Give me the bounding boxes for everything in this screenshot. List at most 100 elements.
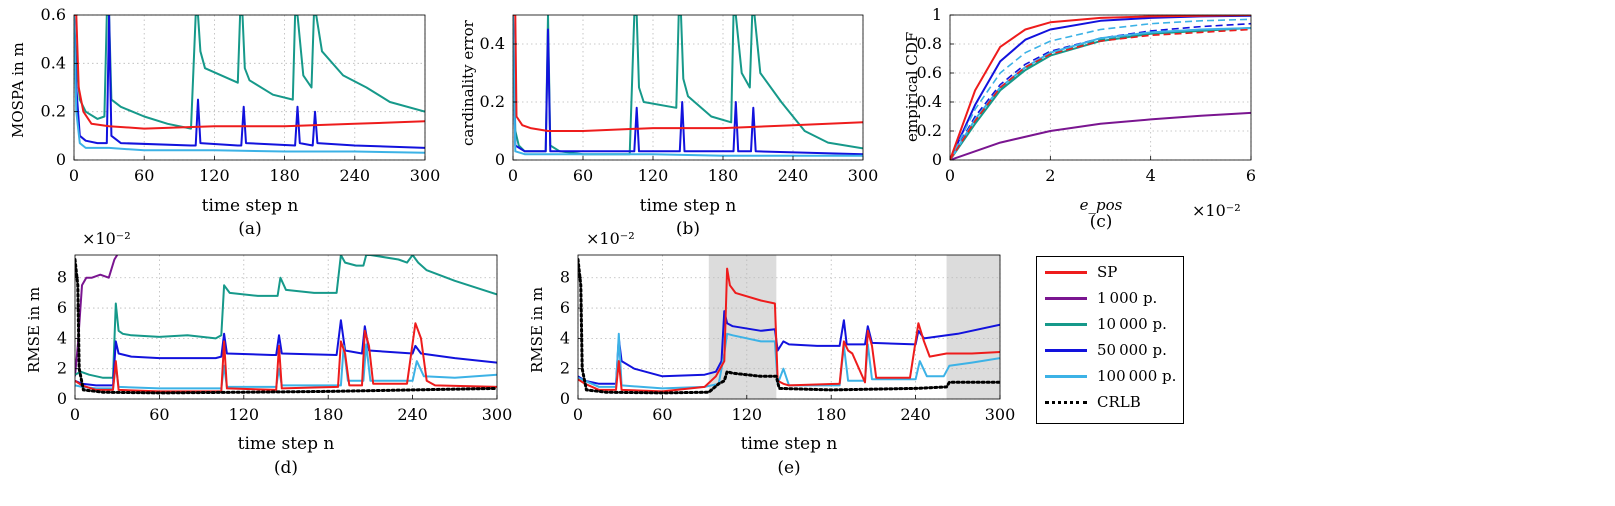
- x-tick-label: 60: [134, 166, 154, 185]
- x-tick-label: 180: [269, 166, 300, 185]
- series-line: [578, 332, 1000, 390]
- y-tick-label: 2: [57, 359, 67, 378]
- x-tick-label: 120: [732, 405, 763, 424]
- plot-frame: [949, 14, 1252, 161]
- x-tick-label: 0: [508, 166, 518, 185]
- series-line: [950, 22, 1251, 160]
- legend-label: 100 000 p.: [1097, 367, 1177, 385]
- series-group: [513, 15, 863, 157]
- legend-label: 1 000 p.: [1097, 289, 1158, 307]
- y-tick-label: 8: [560, 268, 570, 287]
- caption-a: (a): [238, 219, 262, 239]
- x-tick-label: 0: [573, 405, 583, 424]
- chart-c: 0 2 4 6 0 0.2 0.4 0.6 0.8 1: [917, 5, 1257, 185]
- y-tick-label: 0.4: [41, 53, 66, 72]
- y-tick-label: 0.4: [917, 92, 942, 111]
- chart-e: 0 60 120 180 240 300 0 2 4 6 8: [560, 254, 1016, 424]
- legend-item: SP: [1045, 262, 1117, 282]
- y-tick-label: 0.2: [41, 102, 66, 121]
- plot-frame: [577, 254, 1001, 400]
- y-tick-label: 0.4: [480, 34, 505, 53]
- series-line: [578, 267, 1000, 393]
- legend-label: SP: [1097, 263, 1118, 281]
- series-line: [74, 15, 425, 149]
- x-tick-label: 120: [229, 405, 260, 424]
- y-tick-label: 0.6: [917, 63, 942, 82]
- x-tick-label: 6: [1246, 166, 1256, 185]
- x-tick-label: 120: [199, 166, 230, 185]
- legend-label: 50 000 p.: [1097, 341, 1167, 359]
- plot-frame: [512, 14, 864, 161]
- series-line: [950, 111, 1251, 160]
- legend-item: CRLB: [1045, 392, 1141, 412]
- series-line: [578, 310, 1000, 385]
- series-group: [950, 15, 1251, 160]
- series-line: [75, 255, 119, 377]
- y-tick-label: 0.2: [480, 92, 505, 111]
- series-group: [74, 15, 425, 154]
- y-tick-label: 0.8: [917, 34, 942, 53]
- x-tick-label: 0: [945, 166, 955, 185]
- x-tick-label: 300: [848, 166, 879, 185]
- plot-frame: [74, 254, 498, 400]
- series-line: [74, 15, 425, 130]
- series-line: [578, 258, 1000, 395]
- series-line: [513, 15, 863, 157]
- x-tick-label: 120: [638, 166, 669, 185]
- series-line: [950, 18, 1251, 160]
- series-line: [75, 258, 497, 395]
- x-tick-label: 300: [985, 405, 1016, 424]
- y-multiplier-d: ×10⁻²: [82, 229, 131, 248]
- chart-a: 0 60 120 180 240 300 0 0.2 0.4 0.6: [41, 5, 441, 185]
- ylabel-b: cardinality error: [459, 20, 477, 146]
- ylabel-d: RMSE in m: [25, 286, 43, 373]
- x-tick-label: 4: [1146, 166, 1156, 185]
- ylabel-e: RMSE in m: [528, 286, 546, 373]
- x-tick-label: 240: [397, 405, 428, 424]
- series-line: [75, 319, 497, 387]
- chart-d: 0 60 120 180 240 300 0 2 4 6 8: [57, 254, 513, 424]
- legend: SP 1 000 p. 10 000 p. 50 000 p. 100 000 …: [1036, 256, 1184, 424]
- y-tick-label: 6: [560, 298, 570, 317]
- x-tick-label: 60: [652, 405, 672, 424]
- series-line: [950, 15, 1251, 160]
- y-tick-label: 4: [560, 328, 570, 347]
- legend-swatch: [1045, 374, 1087, 378]
- legend-swatch: [1045, 322, 1087, 326]
- series-line: [75, 255, 497, 379]
- plot-frame: [73, 14, 426, 161]
- y-tick-label: 0: [57, 389, 67, 408]
- caption-e: (e): [777, 458, 801, 478]
- caption-b: (b): [675, 219, 701, 239]
- series-line: [513, 15, 863, 156]
- x-tick-label: 0: [70, 405, 80, 424]
- y-tick-label: 8: [57, 268, 67, 287]
- legend-item: 10 000 p.: [1045, 314, 1167, 334]
- series-line: [950, 28, 1251, 160]
- xlabel-c: e_pos: [1079, 196, 1123, 214]
- legend-swatch: [1045, 296, 1087, 300]
- x-tick-label: 300: [482, 405, 513, 424]
- caption-d: (d): [273, 458, 299, 478]
- y-tick-label: 0: [932, 150, 942, 169]
- y-tick-label: 0.2: [917, 121, 942, 140]
- x-tick-label: 240: [778, 166, 809, 185]
- legend-swatch: [1045, 270, 1087, 274]
- series-line: [75, 343, 497, 390]
- series-line: [513, 15, 863, 156]
- x-tick-label: 2: [1045, 166, 1055, 185]
- legend-item: 100 000 p.: [1045, 366, 1176, 386]
- ylabel-c: empirical CDF: [903, 31, 921, 142]
- x-tick-label: 0: [69, 166, 79, 185]
- x-tick-label: 180: [313, 405, 344, 424]
- series-line: [513, 15, 863, 132]
- x-tick-label: 180: [708, 166, 739, 185]
- xlabel-d: time step n: [237, 434, 335, 454]
- x-tick-label: 240: [340, 166, 371, 185]
- y-tick-label: 6: [57, 298, 67, 317]
- chart-b: 0 60 120 180 240 300 0 0.2 0.4: [480, 14, 879, 185]
- series-line: [74, 15, 425, 154]
- legend-swatch: [1045, 348, 1087, 352]
